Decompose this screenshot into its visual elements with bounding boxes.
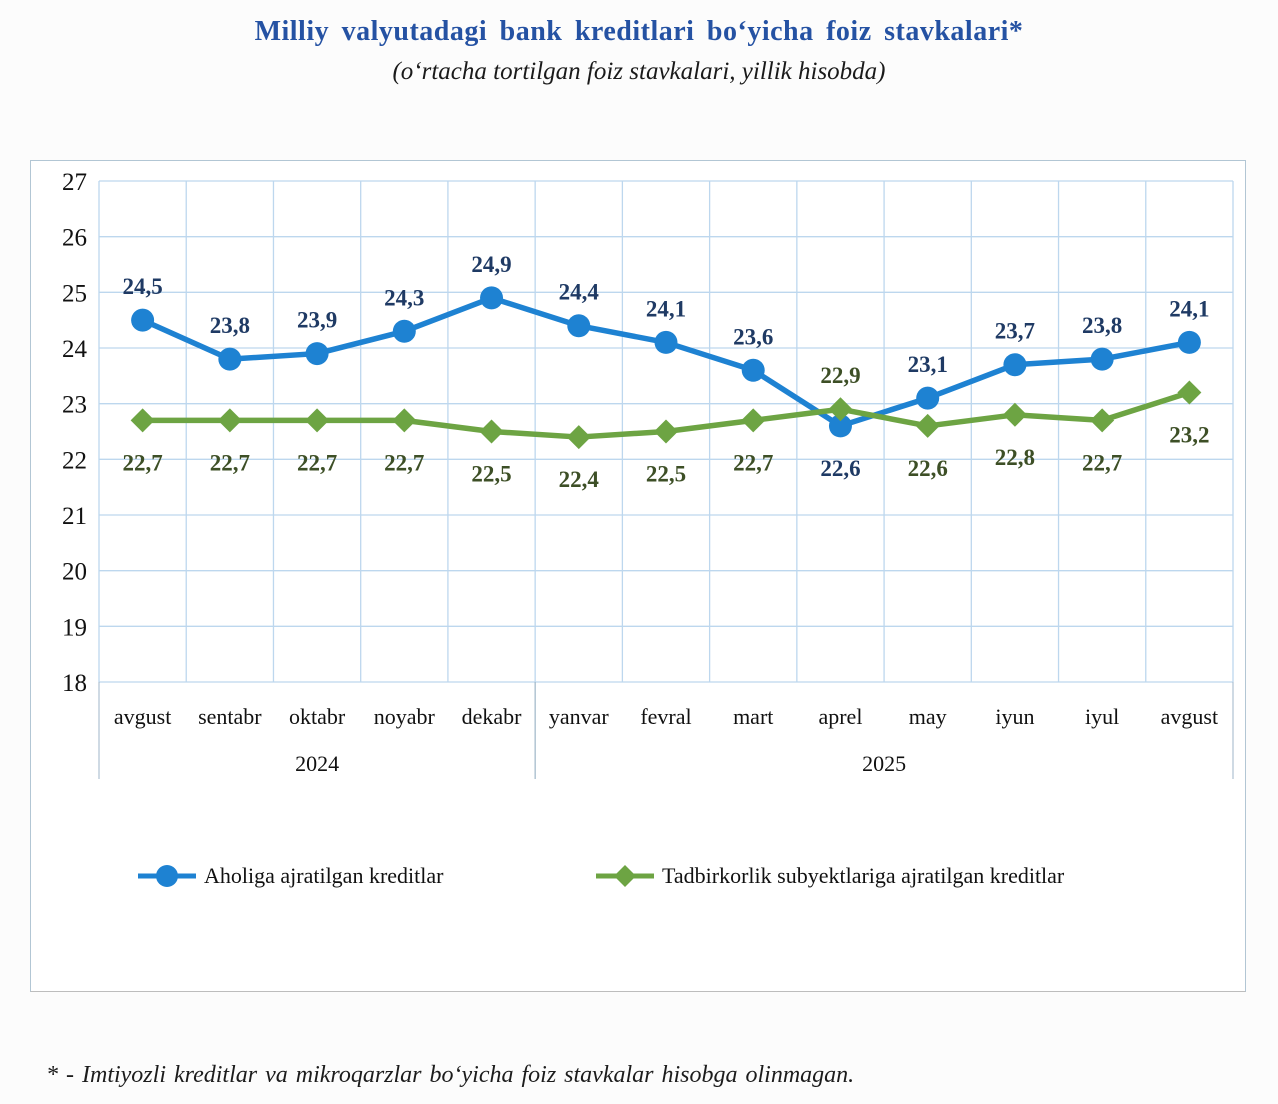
data-point [1177, 330, 1201, 354]
data-point [1177, 380, 1202, 405]
svg-text:noyabr: noyabr [374, 704, 436, 729]
data-point [392, 319, 416, 343]
data-point [1090, 408, 1115, 433]
x-axis-labels: avgust sentabr oktabr noyabr dekabr yanvar fev… [114, 704, 1218, 729]
svg-text:iyul: iyul [1085, 704, 1119, 729]
data-label: 24,3 [384, 285, 424, 310]
legend-marker-diamond-icon [596, 865, 654, 887]
data-point [479, 419, 504, 444]
data-label: 24,5 [122, 274, 162, 299]
data-point [741, 408, 766, 433]
svg-text:yanvar: yanvar [549, 704, 610, 729]
data-point [566, 425, 591, 450]
data-point [392, 408, 417, 433]
data-point [916, 386, 940, 410]
data-point [828, 397, 853, 422]
data-point [654, 330, 678, 354]
data-point [305, 408, 330, 433]
y-axis-labels: 18 19 20 21 22 23 24 25 26 27 [62, 169, 88, 697]
data-label: 22,8 [995, 445, 1035, 470]
data-label: 22,9 [820, 363, 860, 388]
data-point [1003, 353, 1027, 377]
data-label: 22,7 [733, 450, 773, 475]
data-point [567, 314, 591, 338]
data-label: 22,5 [471, 462, 511, 487]
svg-text:25: 25 [62, 280, 87, 307]
data-label: 23,7 [995, 319, 1035, 344]
svg-text:2024: 2024 [295, 751, 339, 776]
data-point [217, 408, 242, 433]
chart-title: Milliy valyutadagi bank kreditlari bo‘yi… [254, 16, 1024, 47]
svg-text:19: 19 [62, 614, 87, 641]
data-point [130, 408, 155, 433]
data-label: 22,7 [122, 450, 162, 475]
svg-text:22: 22 [62, 447, 87, 474]
data-label: 23,2 [1169, 423, 1209, 448]
svg-text:18: 18 [62, 670, 87, 697]
data-point [218, 347, 242, 371]
svg-text:avgust: avgust [1161, 704, 1218, 729]
data-label: 23,1 [908, 352, 948, 377]
data-point [1002, 402, 1027, 427]
svg-text:oktabr: oktabr [289, 704, 346, 729]
gridlines [98, 180, 1234, 683]
legend-item-population: Aholiga ajratilgan kreditlar [138, 863, 443, 889]
svg-text:sentabr: sentabr [198, 704, 262, 729]
series-markers-0 [131, 286, 1201, 438]
data-label: 22,7 [384, 450, 424, 475]
data-label: 22,7 [210, 450, 250, 475]
data-label: 23,6 [733, 324, 773, 349]
data-point [915, 413, 940, 438]
data-label: 23,8 [1082, 313, 1122, 338]
data-label: 22,4 [559, 467, 600, 492]
data-label: 22,6 [908, 456, 948, 481]
svg-text:may: may [909, 704, 947, 729]
data-label: 22,6 [820, 456, 860, 481]
legend-marker-circle-icon [138, 865, 196, 887]
svg-text:iyun: iyun [995, 704, 1034, 729]
svg-text:26: 26 [62, 225, 87, 252]
data-label: 24,1 [646, 296, 686, 321]
svg-text:20: 20 [62, 559, 87, 586]
data-point [131, 308, 155, 332]
svg-text:mart: mart [733, 704, 773, 729]
chart-subtitle: (o‘rtacha tortilgan foiz stavkalari, yil… [392, 58, 886, 85]
data-point [1090, 347, 1114, 371]
legend-label-business: Tadbirkorlik subyektlariga ajratilgan kr… [662, 863, 1065, 888]
svg-text:27: 27 [62, 169, 87, 196]
data-label: 24,1 [1169, 296, 1209, 321]
svg-text:dekabr: dekabr [462, 704, 523, 729]
svg-text:avgust: avgust [114, 704, 171, 729]
data-label: 22,7 [297, 450, 337, 475]
legend-label-population: Aholiga ajratilgan kreditlar [204, 863, 444, 888]
data-label: 24,4 [559, 280, 600, 305]
data-point [828, 414, 852, 438]
svg-text:2025: 2025 [862, 751, 906, 776]
footnote: * - Imtiyozli kreditlar va mikroqarzlar … [46, 1062, 855, 1088]
data-label: 23,8 [210, 313, 250, 338]
svg-text:23: 23 [62, 392, 87, 419]
svg-text:fevral: fevral [640, 704, 691, 729]
data-point [305, 342, 329, 366]
data-point [741, 358, 765, 382]
series-markers-1 [130, 380, 1202, 450]
data-point [654, 419, 678, 444]
chart-container: 18 19 20 21 22 23 24 25 26 27 avgust sentabr oktabr n… [30, 160, 1246, 992]
year-group-labels: 2024 2025 [98, 682, 1234, 779]
svg-text:aprel: aprel [818, 704, 862, 729]
data-label: 22,7 [1082, 450, 1122, 475]
legend-item-business: Tadbirkorlik subyektlariga ajratilgan kr… [596, 863, 1064, 889]
data-point [480, 286, 504, 310]
rates-line-chart: 18 19 20 21 22 23 24 25 26 27 avgust sentabr oktabr n… [62, 169, 1234, 779]
data-label: 22,5 [646, 462, 686, 487]
data-labels: 24,5 22,7 23,8 22,7 23,9 22,7 24,3 22,7 24,9 22,5… [122, 252, 1209, 492]
data-label: 23,9 [297, 308, 337, 333]
svg-text:24: 24 [62, 336, 88, 363]
svg-text:21: 21 [62, 503, 87, 530]
data-label: 24,9 [471, 252, 511, 277]
